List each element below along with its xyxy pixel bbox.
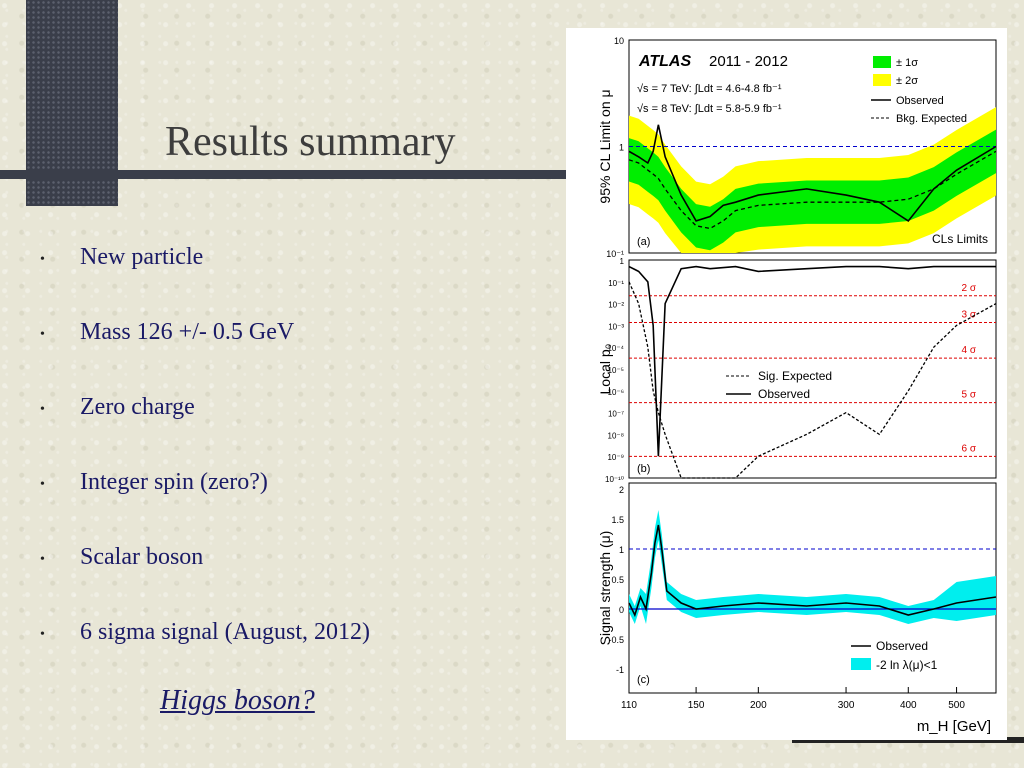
lumi-7tev: √s = 7 TeV: ∫Ldt = 4.6-4.8 fb⁻¹ xyxy=(637,83,782,95)
higgs-boson-link[interactable]: Higgs boson? xyxy=(160,685,315,716)
y-axis-label-b: Local p₀ xyxy=(597,343,613,394)
atlas-brand: ATLAS xyxy=(638,53,691,70)
panel-frame-2 xyxy=(628,482,997,694)
atlas-figure: 10 1 10⁻¹ (a) CLs Limits ATLAS 2011 - 2012 √s =… xyxy=(566,28,1007,740)
legend-lnlambda: -2 ln λ(μ)<1 xyxy=(876,658,938,672)
bullet-dot: • xyxy=(40,327,45,342)
x-tick-label: 400 xyxy=(900,700,917,711)
observed-p0-line xyxy=(628,265,996,457)
x-tick-label: 150 xyxy=(688,700,705,711)
bullet-dot: • xyxy=(40,627,45,642)
bullet-text: Mass 126 +/- 0.5 GeV xyxy=(80,319,295,345)
y-tick-label-a: 1 xyxy=(619,143,624,153)
bullet-text: Zero charge xyxy=(80,394,195,420)
bullet-text: Integer spin (zero?) xyxy=(80,469,268,495)
y-tick-label-b: 10⁻⁷ xyxy=(608,410,624,419)
bullet-dot: • xyxy=(40,552,45,567)
panel-label-a: (a) xyxy=(637,236,650,248)
y-axis-label-c: Signal strength (μ) xyxy=(597,531,613,646)
y-tick-label-b: 10⁻¹⁰ xyxy=(605,475,624,484)
y-tick-label-c: 1.5 xyxy=(611,515,624,525)
legend-swatch-1sigma xyxy=(873,56,891,68)
y-tick-label-b: 10⁻³ xyxy=(608,322,624,331)
sig-expected-line xyxy=(628,281,997,479)
y-tick-label-c: -0.5 xyxy=(608,635,624,645)
y-tick-label-b: 10⁻¹ xyxy=(608,279,624,288)
sigma-label: 6 σ xyxy=(961,443,976,454)
years-label: 2011 - 2012 xyxy=(709,53,788,70)
y-tick-label-b: 1 xyxy=(620,257,625,266)
x-tick-label: 200 xyxy=(750,700,767,711)
y-tick-label-b: 10⁻⁴ xyxy=(607,344,624,353)
legend-2sigma: ± 2σ xyxy=(896,75,918,87)
panel-label-b: (b) xyxy=(637,463,650,475)
mu-band xyxy=(629,510,996,624)
y-tick-label-a: 10 xyxy=(614,36,624,46)
y-tick-label-c: 1 xyxy=(619,545,624,555)
observed-limit-line xyxy=(628,124,997,223)
panel-label-c: (c) xyxy=(637,674,650,686)
y-tick-label-c: 0.5 xyxy=(611,575,624,585)
lumi-8tev: √s = 8 TeV: ∫Ldt = 5.8-5.9 fb⁻¹ xyxy=(637,103,782,115)
y-tick-label-b: 10⁻⁵ xyxy=(608,366,624,375)
sigma-label: 3 σ xyxy=(961,310,976,321)
figure-shadow xyxy=(792,737,1024,743)
legend-1sigma: ± 1σ xyxy=(896,57,918,69)
x-tick-label: 300 xyxy=(838,700,855,711)
legend-bkg-expected: Bkg. Expected xyxy=(896,113,967,125)
sigma-label: 2 σ xyxy=(961,283,976,294)
y-tick-label-b: 10⁻² xyxy=(608,301,624,310)
x-tick-label: 500 xyxy=(948,700,965,711)
y-tick-label-b: 10⁻⁸ xyxy=(608,431,625,440)
slide-title: Results summary xyxy=(165,119,456,165)
title-divider xyxy=(0,170,570,179)
bullet-text: Scalar boson xyxy=(80,544,204,570)
y-tick-label-a: 10⁻¹ xyxy=(606,249,624,259)
bullet-text: 6 sigma signal (August, 2012) xyxy=(80,619,370,645)
legend-swatch-2sigma xyxy=(873,74,891,86)
bullet-dot: • xyxy=(40,402,45,417)
panel-frame-1 xyxy=(628,259,997,479)
bullet-dot: • xyxy=(40,252,45,267)
x-axis-label: m_H [GeV] xyxy=(917,718,991,735)
x-tick-label: 110 xyxy=(621,700,637,711)
observed-mu-line xyxy=(628,524,997,618)
y-tick-label-b: 10⁻⁶ xyxy=(608,388,624,397)
cls-limits-label: CLs Limits xyxy=(932,232,988,246)
y-tick-label-c: 0 xyxy=(619,605,624,615)
y-tick-label-b: 10⁻⁹ xyxy=(607,453,624,462)
sigma-label: 5 σ xyxy=(961,390,976,401)
expected-limit-line xyxy=(628,150,997,230)
legend-sig-expected: Sig. Expected xyxy=(758,369,832,383)
bullet-dot: • xyxy=(40,477,45,492)
legend-observed-c: Observed xyxy=(876,639,928,653)
sigma-label: 4 σ xyxy=(961,345,976,356)
legend-swatch-cyan xyxy=(851,658,871,670)
y-tick-label-c: 2 xyxy=(619,485,624,495)
y-tick-label-c: -1 xyxy=(616,665,624,675)
legend-observed-b: Observed xyxy=(758,387,810,401)
bullet-text: New particle xyxy=(80,244,204,270)
y-axis-label-a: 95% CL Limit on μ xyxy=(597,89,613,203)
legend-observed: Observed xyxy=(896,95,944,107)
